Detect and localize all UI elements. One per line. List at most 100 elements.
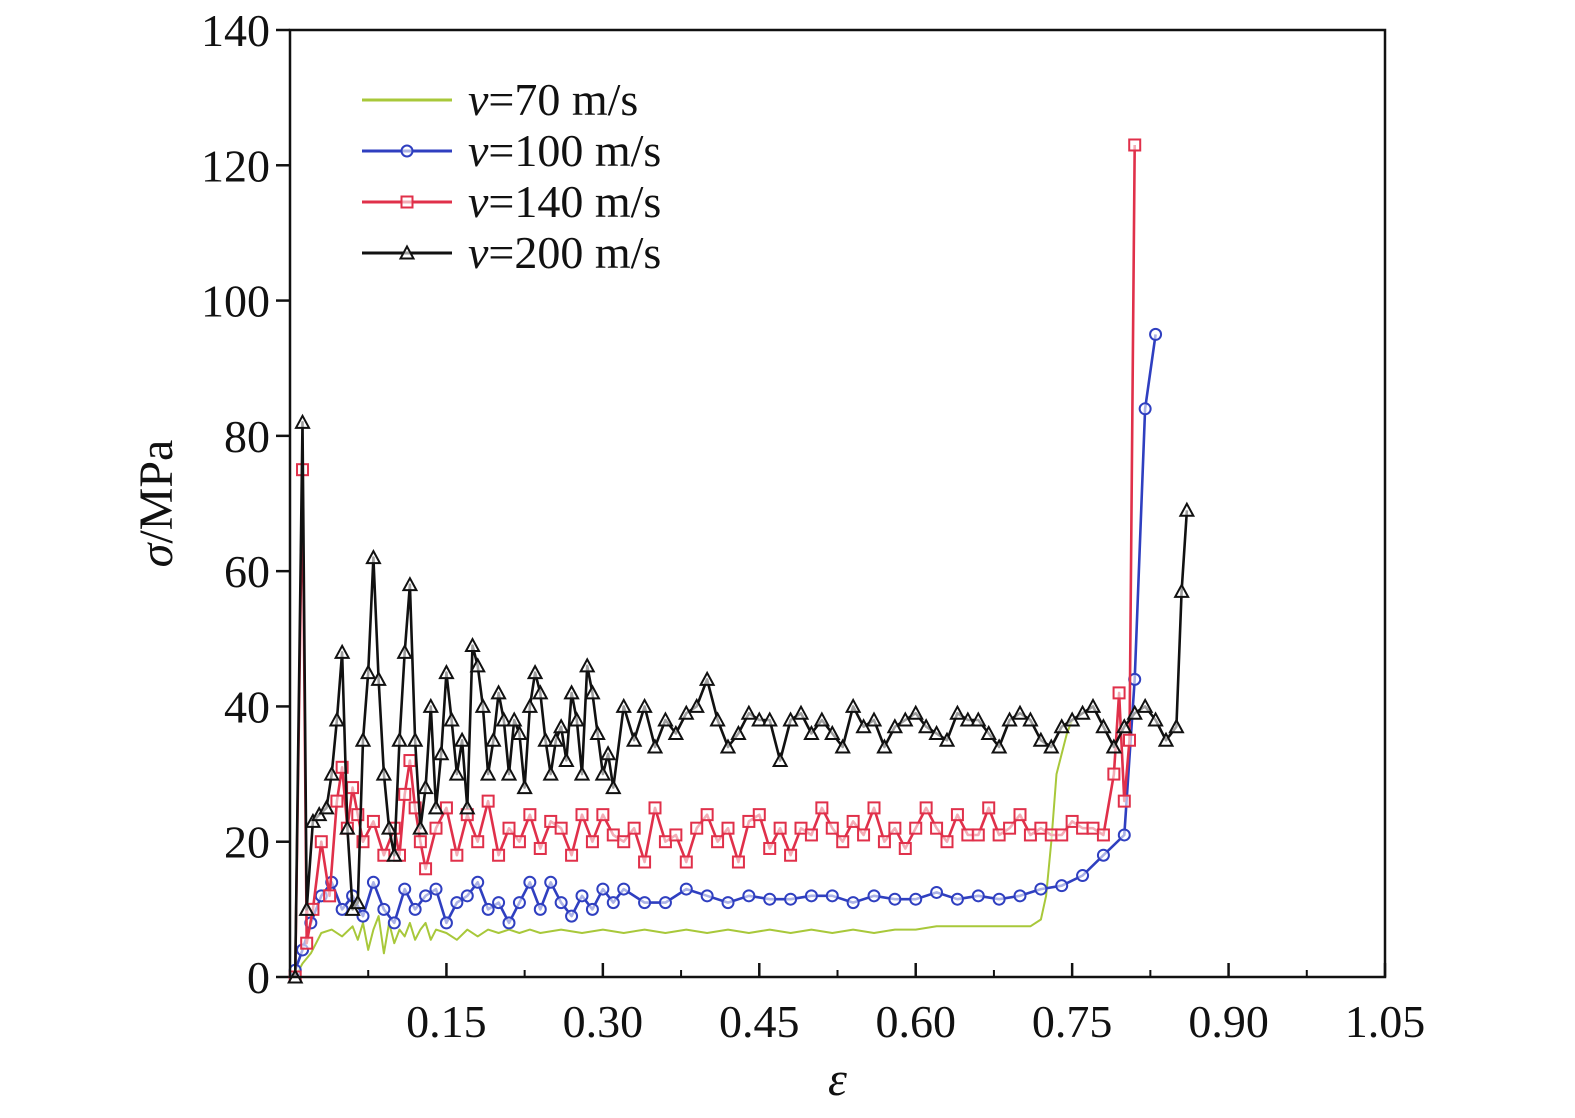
y-axis-title: σ/MPa xyxy=(130,440,183,568)
data-point xyxy=(846,896,860,910)
data-point xyxy=(523,875,537,889)
series-0 xyxy=(294,719,1074,978)
legend-item: v=200 m/s xyxy=(362,227,661,278)
data-point xyxy=(438,664,455,680)
data-point xyxy=(980,724,997,740)
data-point xyxy=(709,711,726,727)
data-point xyxy=(1157,731,1175,747)
data-point xyxy=(1096,848,1110,862)
data-point xyxy=(356,835,370,849)
data-point xyxy=(959,711,977,727)
x-axis-title: ε xyxy=(828,1053,847,1106)
data-point xyxy=(579,657,596,673)
data-point xyxy=(763,892,777,906)
data-point xyxy=(502,916,516,930)
data-point xyxy=(1107,767,1121,781)
data-point xyxy=(1065,814,1079,828)
data-point xyxy=(589,724,606,740)
data-point xyxy=(401,576,419,592)
data-point xyxy=(815,801,829,815)
data-point xyxy=(366,814,380,828)
data-point xyxy=(751,711,768,727)
data-point xyxy=(876,738,893,754)
data-point xyxy=(314,835,328,849)
data-point xyxy=(481,902,495,916)
data-point xyxy=(658,835,672,849)
data-point xyxy=(377,902,391,916)
legend-item: v=100 m/s xyxy=(362,125,661,176)
data-point xyxy=(1123,733,1136,747)
data-point xyxy=(453,731,471,747)
data-point xyxy=(919,801,933,815)
data-point xyxy=(439,916,453,930)
data-point xyxy=(575,808,589,822)
data-point xyxy=(377,848,391,862)
data-point xyxy=(502,821,516,835)
data-point xyxy=(516,779,533,795)
data-point xyxy=(690,821,704,835)
data-point xyxy=(803,724,820,740)
data-point xyxy=(1138,402,1152,416)
legend-value: =100 m/s xyxy=(488,125,661,176)
data-point xyxy=(950,892,964,906)
data-point xyxy=(419,862,433,876)
y-axis-unit: /MPa xyxy=(130,440,183,544)
data-point xyxy=(533,841,547,855)
data-point xyxy=(888,892,902,906)
legend-label: v=100 m/s xyxy=(468,125,661,176)
data-point xyxy=(417,779,434,795)
data-point xyxy=(485,731,502,747)
data-point xyxy=(638,896,652,910)
data-point xyxy=(982,801,996,815)
data-point xyxy=(825,889,839,903)
data-point xyxy=(298,900,315,916)
data-point xyxy=(294,413,311,429)
data-point xyxy=(554,821,568,835)
data-point xyxy=(330,794,344,808)
data-point xyxy=(1178,501,1196,517)
data-point xyxy=(474,697,492,713)
axis-ticks xyxy=(276,28,1387,979)
y-tick-label: 80 xyxy=(224,411,270,462)
data-point xyxy=(523,808,537,822)
y-tick-label: 60 xyxy=(224,546,270,597)
data-point xyxy=(573,765,591,781)
data-point xyxy=(719,738,737,754)
data-point xyxy=(526,664,544,680)
data-point xyxy=(646,738,664,754)
data-point xyxy=(563,684,580,700)
y-tick-label: 120 xyxy=(201,140,270,191)
data-point xyxy=(907,704,924,720)
data-point xyxy=(721,821,735,835)
data-point xyxy=(1022,711,1039,727)
data-point xyxy=(339,819,356,835)
legend-label: v=140 m/s xyxy=(468,176,661,227)
data-point xyxy=(335,760,349,774)
data-point xyxy=(731,855,745,869)
data-point xyxy=(669,828,683,842)
data-point xyxy=(481,794,495,808)
data-point xyxy=(688,697,705,713)
data-point xyxy=(949,704,966,720)
data-point xyxy=(1076,821,1090,835)
x-tick-label: 0.15 xyxy=(406,996,487,1047)
data-point xyxy=(471,875,485,889)
data-point xyxy=(667,724,685,740)
data-point xyxy=(596,882,610,896)
data-point xyxy=(950,808,964,822)
data-point xyxy=(323,765,340,781)
data-point xyxy=(846,814,860,828)
data-point xyxy=(354,731,372,747)
data-point xyxy=(552,718,570,734)
data-point xyxy=(479,765,497,781)
data-point xyxy=(721,896,735,910)
data-point xyxy=(992,828,1006,842)
data-point xyxy=(1034,882,1048,896)
legend-item: v=140 m/s xyxy=(362,176,661,227)
data-point xyxy=(346,781,360,795)
data-point xyxy=(351,808,365,822)
data-point xyxy=(627,821,641,835)
data-point xyxy=(730,724,747,740)
data-point xyxy=(471,835,485,849)
